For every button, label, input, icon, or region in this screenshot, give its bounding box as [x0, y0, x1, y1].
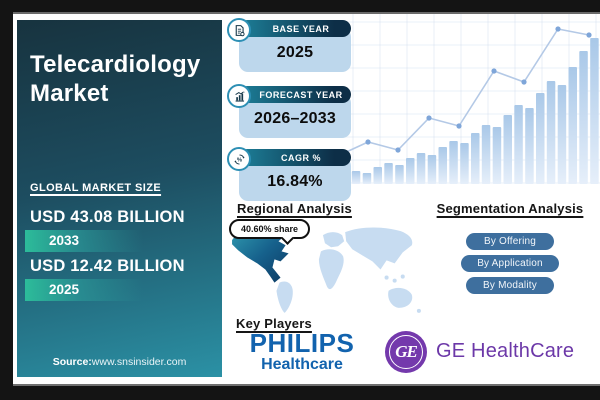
stat-card-header: CAGR %	[239, 149, 351, 166]
segmentation-analysis-heading: Segmentation Analysis	[436, 201, 584, 216]
infographic-canvas: Telecardiology Market GLOBAL MARKET SIZE…	[13, 14, 600, 384]
year-badge-2033: 2033	[25, 230, 143, 252]
segment-button-modality[interactable]: By Modality	[466, 276, 554, 294]
chart-bars	[341, 38, 599, 184]
ge-monogram-ring: GE	[389, 334, 423, 369]
source-value: www.snsinsider.com	[91, 356, 187, 368]
base-year-value: 2025	[276, 44, 314, 61]
svg-text:%: %	[236, 157, 242, 163]
key-players-logos: PHILIPS Healthcare GE GE HealthCare	[243, 330, 593, 373]
segment-button-application[interactable]: By Application	[461, 254, 559, 272]
cagr-value: 16.84%	[267, 173, 323, 190]
stat-card-forecast-year: FORECAST YEAR 2026–2033	[227, 84, 351, 140]
forecast-year-value: 2026–2033	[254, 110, 336, 127]
stat-card-header: FORECAST YEAR	[239, 86, 351, 103]
page-title: Telecardiology Market	[30, 51, 201, 108]
chart-trend-line	[341, 26, 592, 155]
segmentation-analysis-section: Segmentation Analysis By Offering By App…	[420, 201, 600, 296]
stat-card-cagr: CAGR % % 16.84%	[227, 147, 351, 203]
stat-card-base-year: BASE YEAR 2025	[227, 18, 351, 74]
source-line: Source:www.snsinsider.com	[17, 356, 222, 368]
market-value-2025: USD 12.42 BILLION	[30, 257, 185, 275]
ge-healthcare-logo: GE GE HealthCare	[385, 330, 575, 373]
world-map	[227, 222, 429, 318]
ge-monogram-icon: GE	[385, 330, 427, 373]
ge-monogram-letters: GE	[395, 341, 418, 361]
background-growth-chart	[340, 14, 600, 184]
stat-card-header: BASE YEAR	[239, 20, 351, 37]
chart-grid	[340, 14, 600, 184]
source-label: Source:	[52, 356, 92, 368]
market-share-value: 40.60% share	[241, 224, 299, 234]
philips-healthcare-label: Healthcare	[261, 356, 343, 373]
regional-analysis-heading: Regional Analysis	[237, 201, 352, 216]
document-icon	[227, 18, 251, 42]
year-badge-2025: 2025	[25, 279, 143, 301]
percent-cycle-icon: %	[227, 147, 251, 171]
ge-healthcare-wordmark: GE HealthCare	[436, 340, 575, 362]
global-market-size-label: GLOBAL MARKET SIZE	[30, 182, 162, 194]
key-players-heading: Key Players	[236, 316, 312, 331]
map-continents	[276, 225, 421, 313]
map-region-north-america	[232, 229, 289, 283]
philips-logo: PHILIPS Healthcare	[243, 330, 361, 373]
left-panel: Telecardiology Market GLOBAL MARKET SIZE…	[17, 20, 222, 377]
bar-chart-icon	[227, 84, 251, 108]
segment-button-offering[interactable]: By Offering	[466, 232, 554, 250]
market-value-2033: USD 43.08 BILLION	[30, 208, 185, 226]
philips-wordmark: PHILIPS	[249, 328, 355, 358]
market-share-callout: 40.60% share	[229, 219, 311, 245]
